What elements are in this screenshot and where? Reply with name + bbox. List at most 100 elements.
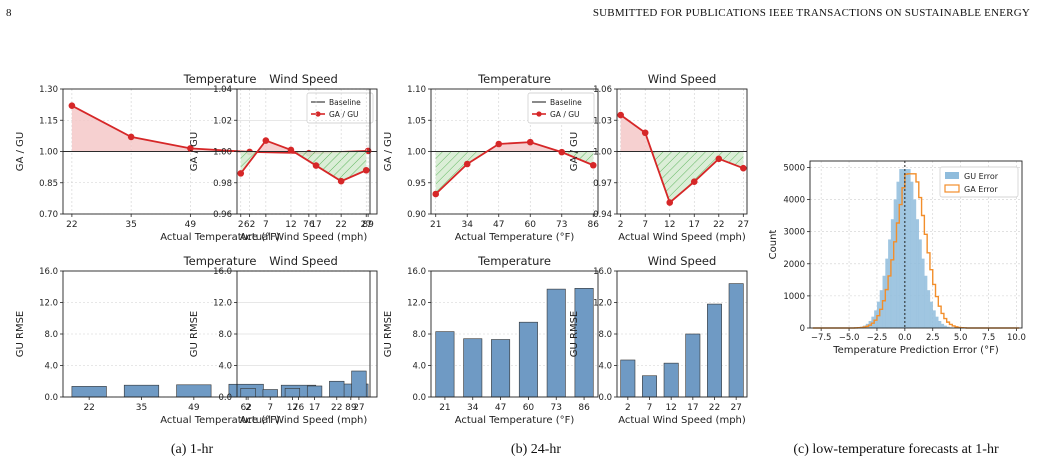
y-tick-label: 8.0 bbox=[218, 330, 232, 340]
legend-ga-swatch bbox=[944, 184, 960, 193]
plot-frame bbox=[430, 270, 599, 398]
gu-hist-bar bbox=[899, 169, 903, 328]
x-tick-label: 76 bbox=[293, 403, 305, 413]
x-tick-label: 89 bbox=[362, 220, 374, 230]
x-tick-label: 62 bbox=[244, 220, 255, 230]
x-axis-label: Actual Wind Speed (mph) bbox=[618, 232, 746, 243]
y-axis-label: GA / GU bbox=[15, 132, 26, 171]
x-tick-label: 73 bbox=[556, 220, 567, 230]
x-tick-label: 7 bbox=[647, 403, 653, 413]
x-tick-label: 2 bbox=[618, 220, 624, 230]
gu-hist-bar bbox=[918, 239, 922, 328]
negative-area bbox=[694, 151, 719, 182]
negative-area bbox=[316, 151, 342, 182]
y-tick-label: 1.00 bbox=[39, 148, 58, 158]
data-point bbox=[690, 178, 698, 186]
x-tick-label: 2 bbox=[625, 403, 631, 413]
gu-hist-bar bbox=[907, 169, 911, 328]
bar bbox=[240, 388, 256, 398]
x-tick-label: 22 bbox=[66, 220, 77, 230]
y-tick-label: 0.97 bbox=[593, 179, 612, 189]
plot-frame bbox=[430, 88, 599, 215]
y-tick-label: 0.96 bbox=[213, 210, 232, 220]
plot-frame bbox=[62, 88, 378, 215]
caption-a: (a) 1-hr bbox=[170, 442, 214, 457]
x-tick-label: 7 bbox=[642, 220, 648, 230]
y-tick-label: 1.15 bbox=[39, 116, 58, 126]
legend-series-label: GA / GU bbox=[550, 110, 580, 119]
data-point bbox=[617, 111, 624, 119]
gu-hist-bar bbox=[913, 199, 917, 328]
positive-area bbox=[71, 105, 132, 152]
bar bbox=[707, 303, 722, 398]
series-line bbox=[435, 141, 594, 195]
y-tick-label: 1.30 bbox=[39, 85, 58, 95]
chart-title: Wind Speed bbox=[269, 72, 338, 86]
x-tick-label: 21 bbox=[439, 403, 450, 413]
gu-hist-bar bbox=[896, 181, 900, 328]
y-tick-label: 1.03 bbox=[593, 116, 612, 126]
y-tick-label: 0.94 bbox=[593, 210, 612, 220]
data-point bbox=[312, 162, 320, 169]
x-tick-label: 27 bbox=[353, 403, 364, 413]
bar bbox=[728, 283, 744, 398]
y-tick-label: 16.0 bbox=[213, 267, 232, 277]
data-point bbox=[463, 160, 471, 168]
y-tick-label: 0.0 bbox=[598, 393, 612, 403]
legend: GU Error GA Error bbox=[939, 166, 1019, 198]
y-tick-label: 8.0 bbox=[598, 330, 612, 340]
y-tick-label: 0.0 bbox=[218, 393, 232, 403]
data-point bbox=[337, 177, 345, 185]
data-point bbox=[589, 161, 597, 169]
data-point bbox=[641, 129, 649, 137]
y-tick-label: 1.02 bbox=[213, 116, 232, 126]
x-axis-label: Actual Wind Speed (mph) bbox=[618, 415, 746, 426]
bar bbox=[463, 338, 483, 398]
gu-hist-bar bbox=[910, 181, 914, 328]
legend-gu-swatch bbox=[945, 172, 959, 179]
y-axis-label: GU RMSE bbox=[189, 311, 200, 358]
gu-hist-bar bbox=[885, 258, 889, 328]
data-point bbox=[495, 140, 503, 148]
y-tick-label: 0 bbox=[800, 324, 805, 334]
legend-gu-label: GU Error bbox=[964, 172, 999, 181]
data-point bbox=[237, 170, 245, 177]
legend-series-label: GA / GU bbox=[329, 110, 359, 119]
x-tick-label: 17 bbox=[309, 403, 320, 413]
legend-series-marker bbox=[536, 111, 542, 117]
negative-area bbox=[341, 151, 367, 182]
gu-hist-bar bbox=[874, 310, 878, 328]
x-tick-label: 62 bbox=[240, 403, 251, 413]
caption-c: (c) low-temperature forecasts at 1-hr bbox=[793, 442, 999, 457]
data-point bbox=[127, 133, 135, 141]
x-tick-label: 12 bbox=[287, 403, 298, 413]
caption-b: (b) 24-hr bbox=[510, 442, 562, 457]
bar bbox=[620, 359, 636, 398]
positive-area bbox=[620, 115, 646, 152]
bar bbox=[284, 388, 301, 398]
x-tick-label: 17 bbox=[689, 220, 700, 230]
plot-frame bbox=[236, 88, 371, 215]
y-tick-label: 0.90 bbox=[407, 210, 426, 220]
page-number: 8 bbox=[6, 7, 12, 19]
x-tick-label: 27 bbox=[730, 403, 741, 413]
x-tick-label: 2 bbox=[238, 220, 244, 230]
y-tick-label: 0.98 bbox=[213, 179, 232, 189]
x-tick-label: −5.0 bbox=[839, 333, 860, 343]
gu-hist-bar bbox=[871, 316, 875, 328]
y-tick-label: 4.0 bbox=[44, 362, 58, 372]
y-tick-label: 8.0 bbox=[412, 330, 426, 340]
gu-hist-bar bbox=[921, 258, 925, 328]
legend-box bbox=[306, 92, 374, 124]
data-point bbox=[715, 155, 723, 163]
legend-series-marker bbox=[315, 111, 321, 117]
legend-baseline-label: Baseline bbox=[550, 98, 582, 107]
y-axis-label: GA / GU bbox=[569, 132, 580, 171]
x-tick-label: 22 bbox=[331, 403, 342, 413]
bar bbox=[262, 389, 278, 398]
x-tick-label: 22 bbox=[713, 220, 724, 230]
legend-ga-label: GA Error bbox=[964, 185, 998, 194]
gu-hist-bar bbox=[941, 323, 945, 328]
